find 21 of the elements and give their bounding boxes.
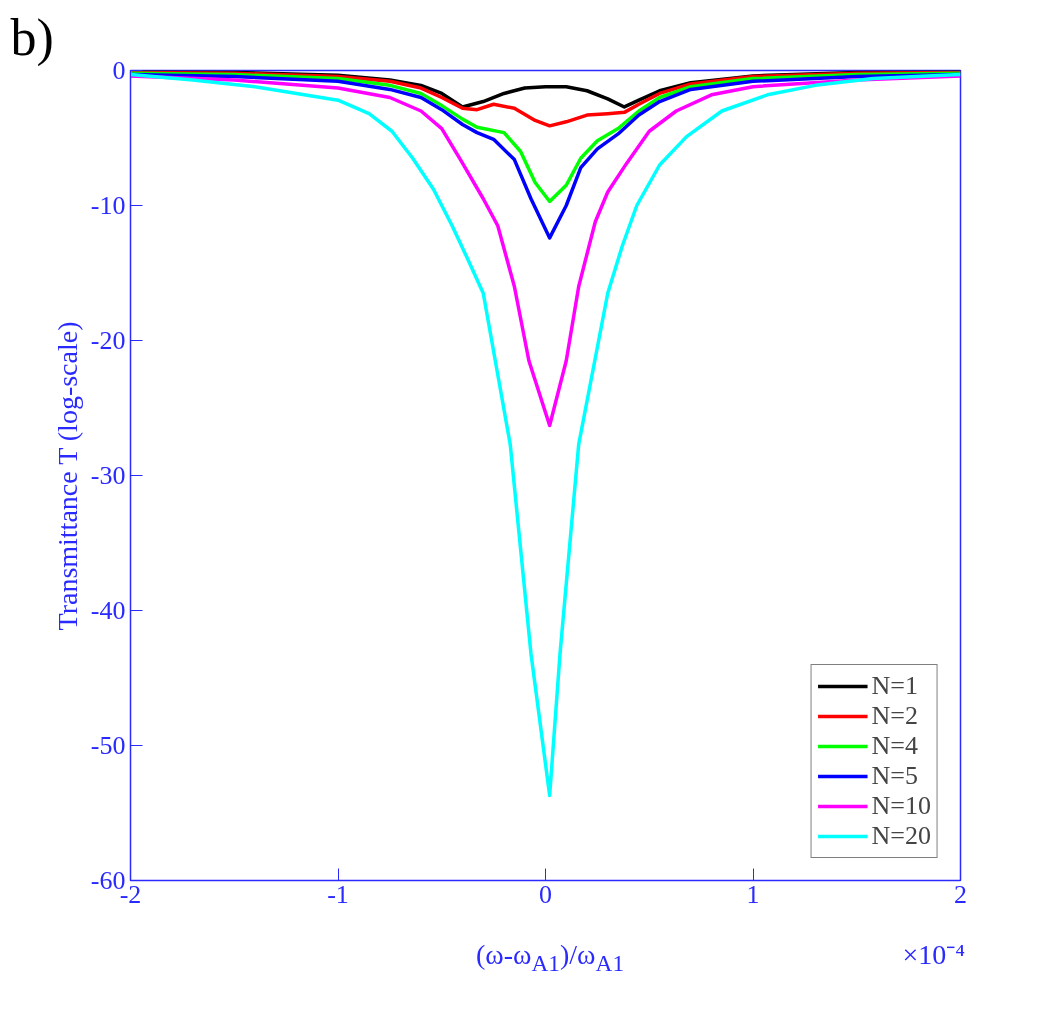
y-tick-label: 0: [112, 56, 126, 85]
y-tick-label: -30: [90, 461, 126, 490]
legend-label: N=1: [871, 671, 918, 701]
y-tick-label: -50: [90, 731, 126, 760]
legend-label: N=5: [871, 761, 918, 791]
y-axis-title: Transmittance T (log-scale): [51, 321, 83, 631]
text: ×10⁻⁴: [902, 938, 965, 972]
x-tick-label: 2: [954, 879, 967, 909]
legend-label: N=2: [871, 701, 918, 731]
text: b): [10, 8, 54, 67]
y-tick-label: -40: [90, 596, 126, 625]
legend-label: N=4: [871, 731, 918, 761]
x-tick-label: 1: [746, 879, 760, 909]
x-axis-title: (ω-ω$_{A1}$)/ω$_{A1}$: [475, 939, 625, 976]
line-series: [130, 72, 961, 798]
y-tick-label: -20: [90, 326, 126, 355]
legend-label: N=20: [871, 821, 931, 851]
y-tick-label: -10: [90, 191, 126, 220]
x-tick-label: -1: [327, 879, 349, 909]
x-tick-label: 0: [539, 879, 552, 909]
legend-label: N=10: [871, 791, 931, 821]
